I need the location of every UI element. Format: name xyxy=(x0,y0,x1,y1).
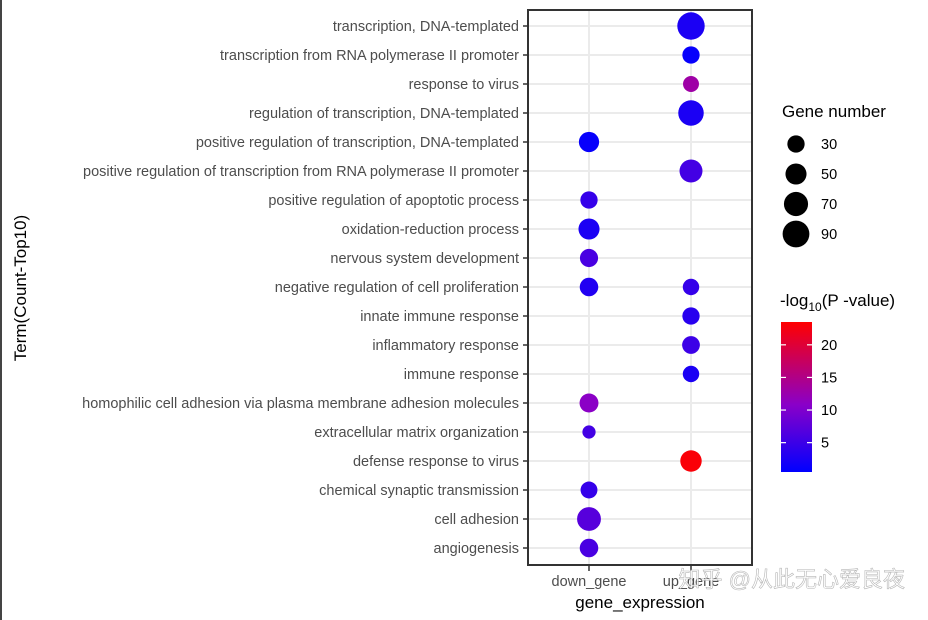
y-tick-label: positive regulation of transcription, DN… xyxy=(196,135,519,151)
size-legend-key xyxy=(782,220,810,248)
data-point xyxy=(580,191,598,209)
y-tick-label: extracellular matrix organization xyxy=(314,425,519,441)
data-point xyxy=(582,425,596,439)
y-tick-label: transcription from RNA polymerase II pro… xyxy=(220,48,519,64)
color-bar xyxy=(781,322,812,472)
data-point xyxy=(682,278,700,296)
y-tick-label: chemical synaptic transmission xyxy=(319,483,519,499)
data-point xyxy=(682,46,700,64)
color-legend-label: 15 xyxy=(821,370,837,386)
size-legend-key xyxy=(787,135,805,153)
y-tick-label: regulation of transcription, DNA-templat… xyxy=(249,106,519,122)
color-legend-ticks: 5 10 15 20 xyxy=(781,338,837,452)
y-tick-label: innate immune response xyxy=(360,309,519,325)
y-tick-label: nervous system development xyxy=(330,251,519,267)
size-legend-label: 30 xyxy=(821,137,837,153)
y-ticks xyxy=(523,25,528,549)
y-tick-label: positive regulation of apoptotic process xyxy=(268,193,519,209)
data-point xyxy=(677,12,705,40)
data-point xyxy=(682,365,700,383)
x-tick-label: up_gene xyxy=(663,574,719,590)
size-legend-key xyxy=(783,191,809,217)
size-legend-key xyxy=(785,163,807,185)
x-tick-labels: down_gene up_gene xyxy=(552,565,719,590)
data-point xyxy=(579,248,599,268)
x-axis-title: gene_expression xyxy=(575,593,704,612)
color-legend-title: -log10(P -value) xyxy=(780,291,895,314)
y-tick-label: oxidation-reduction process xyxy=(342,222,519,238)
data-point xyxy=(578,131,600,153)
color-legend-label: 20 xyxy=(821,338,837,354)
data-point xyxy=(579,538,599,558)
data-point xyxy=(580,481,598,499)
y-tick-label: inflammatory response xyxy=(372,338,519,354)
data-point xyxy=(682,307,700,325)
data-point xyxy=(679,159,703,183)
y-tick-label: defense response to virus xyxy=(353,454,519,470)
y-tick-label: positive regulation of transcription fro… xyxy=(83,164,519,180)
watermark: 知乎 @从此无心爱良夜 xyxy=(679,567,905,592)
x-tick-label: down_gene xyxy=(552,574,627,590)
size-legend-label: 90 xyxy=(821,227,837,243)
data-point xyxy=(682,336,700,354)
y-tick-label: angiogenesis xyxy=(434,541,519,557)
color-legend-title-pre: -log xyxy=(780,291,808,310)
data-point xyxy=(578,218,600,240)
y-tick-label: transcription, DNA-templated xyxy=(333,19,519,35)
size-legend-label: 70 xyxy=(821,197,837,213)
color-legend-label: 10 xyxy=(821,403,837,419)
y-tick-label: homophilic cell adhesion via plasma memb… xyxy=(82,396,519,412)
y-tick-label: response to virus xyxy=(409,77,519,93)
y-tick-label: immune response xyxy=(404,367,519,383)
data-point xyxy=(579,277,599,297)
data-points xyxy=(577,12,705,558)
size-legend-label: 50 xyxy=(821,167,837,183)
data-point xyxy=(683,76,699,92)
color-legend-label: 5 xyxy=(821,436,829,452)
data-point xyxy=(678,100,704,126)
y-tick-label: cell adhesion xyxy=(434,512,519,528)
data-point xyxy=(579,393,599,413)
data-point xyxy=(577,507,601,531)
y-tick-labels: transcription, DNA-templated transcriptio… xyxy=(82,19,519,557)
color-legend-title-sub: 10 xyxy=(808,300,822,314)
y-tick-label: negative regulation of cell proliferatio… xyxy=(275,280,519,296)
color-legend-title-post: (P -value) xyxy=(822,291,895,310)
size-legend: 30 50 70 90 xyxy=(782,135,837,248)
size-legend-title: Gene number xyxy=(782,102,886,121)
y-axis-title: Term(Count-Top10) xyxy=(11,215,30,361)
data-point xyxy=(680,450,702,472)
